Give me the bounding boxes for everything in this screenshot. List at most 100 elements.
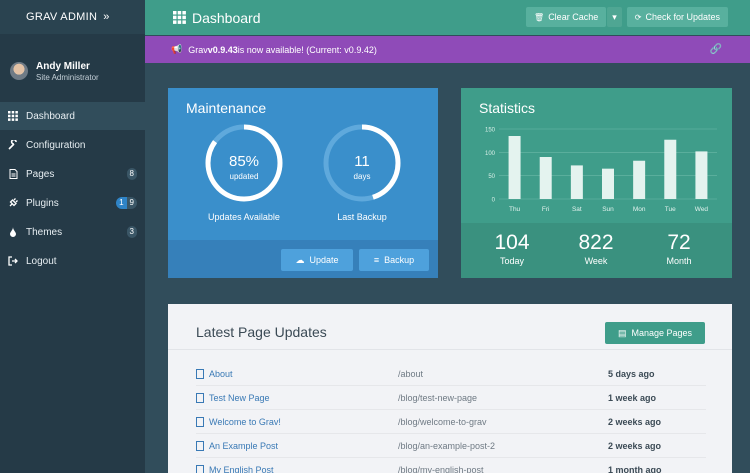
user-profile[interactable]: Andy Miller Site Administrator [0, 40, 145, 102]
sidebar-item-plugins[interactable]: Plugins 1 9 [0, 189, 145, 217]
page-link[interactable]: My English Post [196, 465, 274, 473]
sidebar-item-logout[interactable]: Logout [0, 247, 145, 275]
refresh-icon: ⟳ [634, 12, 642, 22]
updates-donut: 85% updated [203, 122, 285, 204]
page-link[interactable]: An Example Post [196, 441, 278, 451]
sidebar: GRAV ADMIN » Andy Miller Site Administra… [0, 0, 145, 473]
stat-today: 104 Today [477, 231, 547, 266]
y-tick-label: 50 [488, 174, 495, 180]
statistics-title: Statistics [479, 100, 536, 116]
bar-sat [570, 165, 583, 199]
file-icon [196, 465, 204, 473]
notice-suffix: is now available! (Current: v0.9.42) [237, 44, 377, 55]
backup-button[interactable]: ≡ Backup [359, 249, 429, 271]
link-icon[interactable]: 🔗 [709, 44, 722, 55]
stat-week-value: 822 [578, 231, 614, 254]
page-time: 2 weeks ago [608, 441, 662, 451]
check-updates-button[interactable]: ⟳ Check for Updates [626, 7, 728, 27]
updates-percent: 85% [228, 153, 260, 170]
notice-version: v0.9.43 [207, 44, 238, 55]
updates-caption: updated [229, 172, 259, 181]
stats-summary: 104 Today 822 Week 72 Month [461, 223, 732, 278]
brand[interactable]: GRAV ADMIN » [0, 0, 145, 34]
backup-days: 11 [354, 153, 370, 170]
bar-sun [602, 168, 614, 199]
page-link[interactable]: Welcome to Grav! [196, 417, 281, 427]
x-tick-label: Sat [572, 206, 582, 213]
cloud-download-icon: ☁ [295, 254, 305, 265]
clear-cache-dropdown[interactable]: ▾ [607, 7, 622, 27]
file-icon: ▤ [617, 327, 627, 338]
update-button[interactable]: ☁ Update [281, 249, 353, 271]
file-icon [196, 417, 204, 427]
file-icon [196, 441, 204, 451]
page-route: /blog/an-example-post-2 [398, 441, 496, 451]
page-title-text: Dashboard [192, 9, 261, 26]
x-tick-label: Tue [665, 206, 676, 213]
stat-today-value: 104 [494, 231, 530, 254]
file-icon [7, 168, 19, 180]
page-title: Dashboard [173, 10, 261, 26]
sidebar-item-themes[interactable]: Themes 3 [0, 218, 145, 246]
x-tick-label: Sun [602, 206, 614, 213]
backup-donut: 11 days [321, 122, 403, 204]
maintenance-footer: ☁ Update ≡ Backup [168, 240, 438, 278]
user-name: Andy Miller [36, 60, 90, 72]
table-row: Test New Page /blog/test-new-page 1 week… [196, 386, 706, 410]
maintenance-card: Maintenance 85% updated Updates Availabl… [168, 88, 438, 278]
x-tick-label: Thu [509, 206, 521, 213]
update-button-label: Update [309, 255, 339, 265]
latest-updates-card: Latest Page Updates ▤ Manage Pages About… [168, 304, 732, 473]
dashboard-icon [7, 110, 19, 122]
sidebar-item-dashboard[interactable]: Dashboard [0, 102, 145, 130]
y-tick-label: 150 [485, 128, 496, 134]
user-role: Site Administrator [36, 72, 99, 82]
themes-count-badge: 3 [126, 226, 137, 238]
top-bar: Dashboard 🗑 Clear Cache ▾ ⟳ Check for Up… [145, 0, 750, 35]
sidebar-item-label: Plugins [26, 197, 59, 209]
sidebar-item-label: Configuration [26, 139, 86, 151]
bar-wed [695, 151, 708, 199]
sidebar-item-pages[interactable]: Pages 8 [0, 160, 145, 188]
page-link[interactable]: About [196, 369, 233, 379]
table-row: About /about 5 days ago [196, 362, 706, 386]
table-row: My English Post /blog/my-english-post 1 … [196, 458, 706, 473]
latest-updates-title: Latest Page Updates [196, 324, 327, 340]
x-tick-label: Fri [542, 206, 550, 213]
plugins-count-badge: 1 9 [116, 197, 137, 209]
table-row: An Example Post /blog/an-example-post-2 … [196, 434, 706, 458]
file-icon [196, 393, 204, 403]
stat-month-value: 72 [667, 231, 691, 254]
page-link[interactable]: Test New Page [196, 393, 270, 403]
updates-available-label: Updates Available [208, 212, 280, 222]
clear-cache-button[interactable]: 🗑 Clear Cache [526, 7, 607, 27]
notice-prefix: Grav [188, 44, 208, 55]
page-time: 1 month ago [608, 465, 662, 473]
manage-pages-button[interactable]: ▤ Manage Pages [605, 322, 705, 344]
sidebar-nav: Dashboard Configuration Pages 8 Plugins … [0, 102, 145, 275]
x-tick-label: Mon [633, 206, 646, 213]
collapse-icon[interactable]: » [103, 11, 110, 23]
maintenance-title: Maintenance [186, 100, 267, 116]
stat-week: 822 Week [561, 231, 631, 266]
caret-down-icon: ▾ [612, 11, 617, 22]
stat-month: 72 Month [644, 231, 714, 266]
dashboard-icon [173, 11, 186, 24]
sidebar-item-label: Logout [26, 255, 57, 267]
sidebar-item-label: Themes [26, 226, 63, 238]
top-actions: 🗑 Clear Cache ▾ ⟳ Check for Updates [526, 7, 728, 27]
sidebar-item-label: Pages [26, 168, 55, 180]
trash-icon: 🗑 [534, 12, 545, 22]
stats-chart: 0 50 100 150 Thu Fri Sat Sun Mon Tue Wed [481, 123, 721, 213]
plug-icon [7, 197, 19, 209]
check-updates-label: Check for Updates [645, 12, 720, 22]
page-route: /blog/welcome-to-grav [398, 417, 487, 427]
x-tick-label: Wed [695, 206, 709, 213]
last-backup-label: Last Backup [337, 212, 387, 222]
avatar [10, 62, 28, 80]
page-time: 2 weeks ago [608, 417, 662, 427]
pages-count-badge: 8 [126, 168, 137, 180]
brand-title: GRAV ADMIN [26, 11, 98, 23]
sidebar-item-configuration[interactable]: Configuration [0, 131, 145, 159]
page-route: /blog/test-new-page [398, 393, 478, 403]
